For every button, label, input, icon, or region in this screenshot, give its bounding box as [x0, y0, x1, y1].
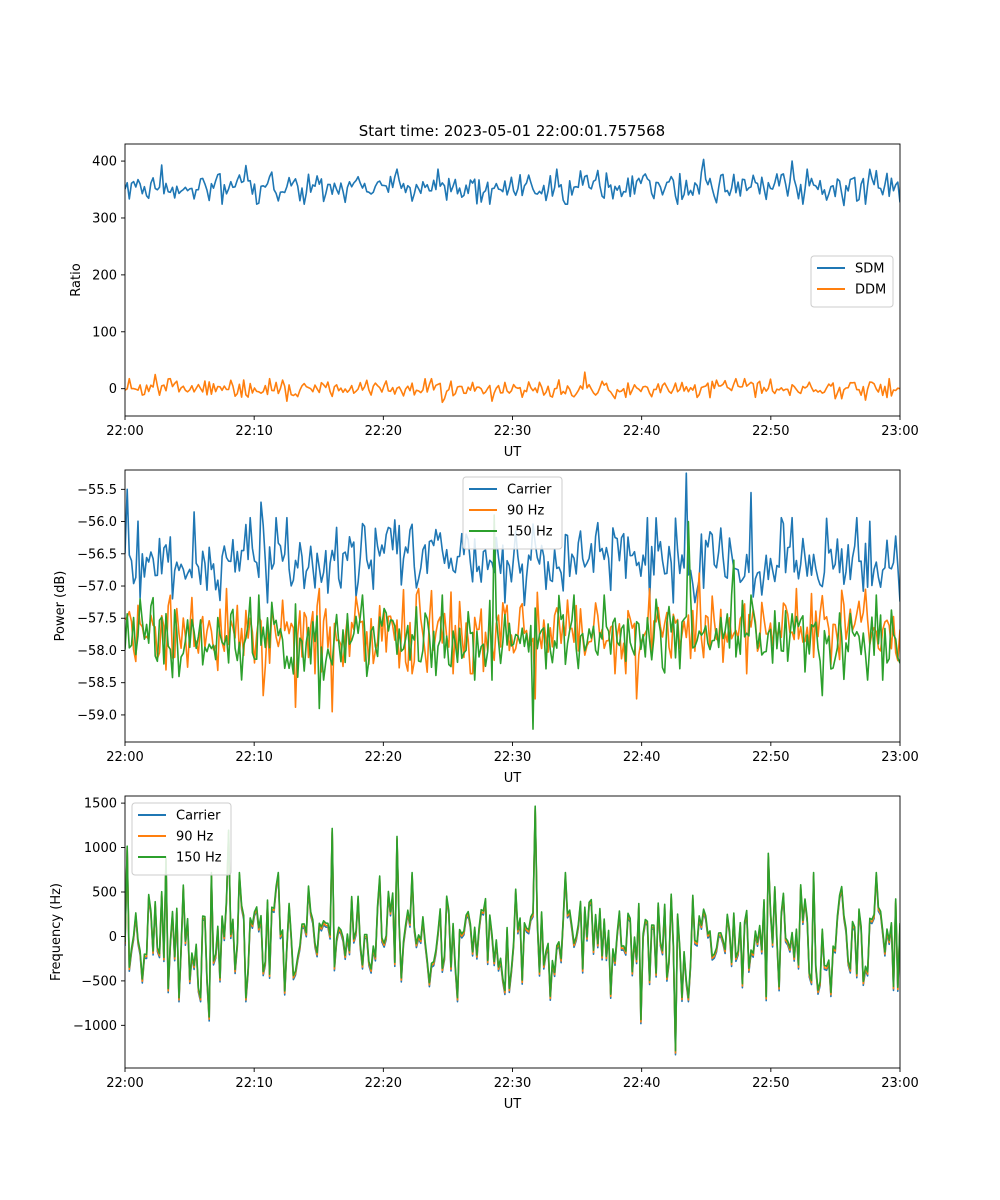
panel-2: 22:00 22:10 22:20 22:30 22:40 22:50 23:00 −59.0…: [53, 469, 919, 786]
x-tick-label: 22:10: [235, 424, 272, 439]
series-line-carrier: [125, 472, 900, 607]
y-tick-label: 0: [109, 382, 117, 397]
x-tick-label: 22:30: [494, 750, 531, 765]
x-tick-label: 22:20: [365, 1076, 402, 1091]
y-tick-label: −55.5: [77, 483, 117, 498]
x-tick-label: 22:20: [365, 750, 402, 765]
x-tick-label: 22:50: [752, 424, 789, 439]
plot-area: [125, 472, 900, 730]
y-tick-label: −56.5: [77, 547, 117, 562]
x-tick-label: 23:00: [881, 750, 918, 765]
x-axis-label: UT: [504, 445, 522, 460]
y-tick-label: 0: [109, 930, 117, 945]
y-tick-label: −57.0: [77, 580, 117, 595]
x-tick-label: 22:00: [106, 424, 143, 439]
series-line-sdm: [125, 158, 900, 207]
y-tick-label: −57.5: [77, 612, 117, 627]
y-axis-label: Frequency (Hz): [49, 883, 64, 981]
y-tick-label: 1000: [84, 841, 117, 856]
y-tick-label: −58.0: [77, 644, 117, 659]
legend: Carrier 90 Hz 150 Hz: [131, 802, 232, 876]
x-tick-label: 22:30: [494, 424, 531, 439]
panels: 22:00 22:10 22:20 22:30 22:40 22:50 23:00 0 100 2…: [49, 143, 919, 1112]
legend: Carrier 90 Hz 150 Hz: [462, 476, 563, 550]
y-tick-label: −1000: [73, 1019, 117, 1034]
y-tick-label: −59.0: [77, 708, 117, 723]
legend-label: DDM: [855, 283, 886, 298]
legend-label: 150 Hz: [176, 851, 222, 866]
y-tick-label: 100: [92, 325, 117, 340]
figure-title: Start time: 2023-05-01 22:00:01.757568: [359, 122, 665, 140]
legend-label: Carrier: [507, 483, 552, 498]
y-tick-label: 400: [92, 155, 117, 170]
x-tick-label: 22:00: [106, 1076, 143, 1091]
y-tick-label: 200: [92, 268, 117, 283]
x-tick-label: 22:40: [623, 750, 660, 765]
series-line-ddm: [125, 371, 900, 404]
plot-area: [125, 805, 900, 1056]
legend-label: 90 Hz: [507, 504, 544, 519]
x-tick-label: 22:50: [752, 1076, 789, 1091]
x-tick-label: 22:10: [235, 1076, 272, 1091]
panel-3: 22:00 22:10 22:20 22:30 22:40 22:50 23:00 −1000…: [49, 795, 919, 1112]
x-tick-label: 23:00: [881, 1076, 918, 1091]
x-tick-label: 22:20: [365, 424, 402, 439]
y-tick-label: 1500: [84, 797, 117, 812]
y-tick-label: −500: [81, 974, 117, 989]
series-line-150-hz: [125, 514, 900, 730]
x-axis-label: UT: [504, 771, 522, 786]
legend-label: 150 Hz: [507, 525, 553, 540]
y-tick-label: 500: [92, 886, 117, 901]
x-tick-label: 22:30: [494, 1076, 531, 1091]
legend: SDM DDM: [810, 255, 894, 308]
y-tick-label: −58.5: [77, 676, 117, 691]
legend-label: 90 Hz: [176, 830, 213, 845]
legend-label: SDM: [855, 262, 884, 277]
x-tick-label: 22:10: [235, 750, 272, 765]
series-line-150-hz: [125, 805, 900, 1052]
x-tick-label: 22:40: [623, 1076, 660, 1091]
plot-area: [125, 158, 900, 404]
y-tick-label: 300: [92, 211, 117, 226]
y-axis-label: Ratio: [69, 263, 84, 296]
x-tick-label: 23:00: [881, 424, 918, 439]
x-tick-label: 22:40: [623, 424, 660, 439]
y-tick-label: −56.0: [77, 515, 117, 530]
y-axis-label: Power (dB): [53, 571, 68, 642]
legend-label: Carrier: [176, 809, 221, 824]
x-tick-label: 22:50: [752, 750, 789, 765]
x-tick-label: 22:00: [106, 750, 143, 765]
x-axis-label: UT: [504, 1097, 522, 1112]
panel-1: 22:00 22:10 22:20 22:30 22:40 22:50 23:00 0 100 2…: [69, 143, 919, 460]
